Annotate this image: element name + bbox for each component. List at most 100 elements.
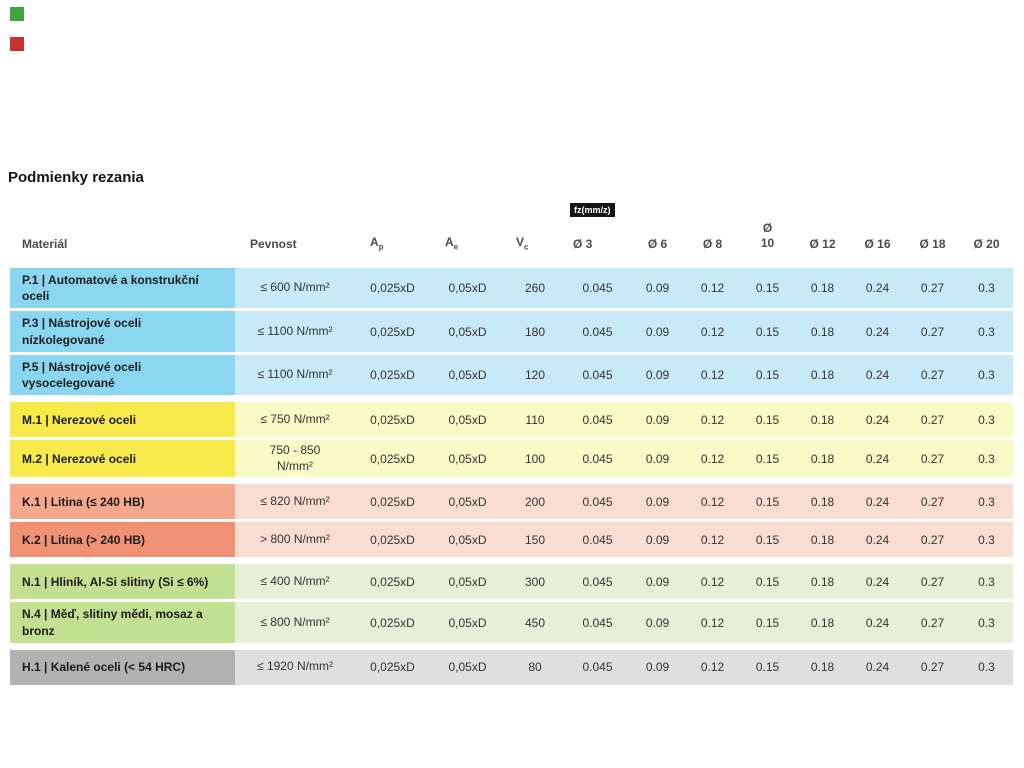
fz-cell: 0.12 (685, 354, 740, 396)
fz-cell: 0.3 (960, 484, 1013, 520)
material-cell: P.5 | Nástrojové oceli vysocelegované (10, 354, 235, 396)
fz-cell: 0.24 (850, 440, 905, 478)
column-header-ap: Ap (355, 199, 430, 265)
column-header-ae: Ae (430, 199, 505, 265)
vc-cell: 260 (505, 268, 565, 309)
fz-cell: 0.27 (905, 522, 960, 558)
table-row: P.3 | Nástrojové oceli nízkolegované ≤ 1… (10, 311, 1013, 352)
group-spacer (10, 480, 1013, 481)
column-header-d10: Ø 10 (740, 199, 795, 265)
subscript: p (378, 242, 384, 251)
material-cell: K.1 | Litina (≤ 240 HB) (10, 484, 235, 520)
fz-cell: 0.18 (795, 564, 850, 600)
column-header-d3: fz(mm/z) Ø 3 (565, 199, 630, 265)
table-row: P.1 | Automatové a konstrukční oceli ≤ 6… (10, 268, 1013, 309)
fz-cell: 0.045 (565, 311, 630, 352)
fz-cell: 0.18 (795, 354, 850, 396)
column-header-pevnost: Pevnost (235, 199, 355, 265)
fz-cell: 0.12 (685, 311, 740, 352)
fz-cell: 0.24 (850, 354, 905, 396)
fz-cell: 0.3 (960, 602, 1013, 643)
pevnost-cell: > 800 N/mm² (235, 522, 355, 558)
fz-cell: 0.09 (630, 311, 685, 352)
ap-cell: 0,025xD (355, 402, 430, 438)
fz-cell: 0.15 (740, 311, 795, 352)
fz-cell: 0.15 (740, 564, 795, 600)
vc-cell: 80 (505, 649, 565, 685)
material-cell: M.1 | Nerezové oceli (10, 402, 235, 438)
pevnost-cell: ≤ 600 N/mm² (235, 268, 355, 309)
fz-cell: 0.12 (685, 484, 740, 520)
ae-cell: 0,05xD (430, 564, 505, 600)
pevnost-cell: ≤ 800 N/mm² (235, 602, 355, 643)
fz-cell: 0.09 (630, 440, 685, 478)
ap-cell: 0,025xD (355, 268, 430, 309)
pevnost-cell: ≤ 820 N/mm² (235, 484, 355, 520)
fz-cell: 0.3 (960, 402, 1013, 438)
fz-cell: 0.18 (795, 402, 850, 438)
ap-cell: 0,025xD (355, 522, 430, 558)
fz-cell: 0.15 (740, 602, 795, 643)
fz-cell: 0.27 (905, 402, 960, 438)
fz-cell: 0.12 (685, 268, 740, 309)
material-cell: M.2 | Nerezové oceli (10, 440, 235, 478)
fz-cell: 0.12 (685, 522, 740, 558)
ap-cell: 0,025xD (355, 354, 430, 396)
material-cell: N.4 | Měď, slitiny mědi, mosaz a bronz (10, 602, 235, 643)
fz-cell: 0.09 (630, 564, 685, 600)
fz-cell: 0.18 (795, 522, 850, 558)
fz-cell: 0.045 (565, 354, 630, 396)
ae-cell: 0,05xD (430, 440, 505, 478)
column-header-d20: Ø 20 (960, 199, 1013, 265)
fz-unit-badge: fz(mm/z) (570, 203, 615, 217)
pevnost-cell: ≤ 400 N/mm² (235, 564, 355, 600)
vc-cell: 100 (505, 440, 565, 478)
ap-cell: 0,025xD (355, 440, 430, 478)
ae-cell: 0,05xD (430, 402, 505, 438)
table-row: K.2 | Litina (> 240 HB) > 800 N/mm² 0,02… (10, 522, 1013, 558)
fz-cell: 0.27 (905, 311, 960, 352)
material-cell: P.1 | Automatové a konstrukční oceli (10, 268, 235, 309)
vc-cell: 180 (505, 311, 565, 352)
fz-cell: 0.24 (850, 649, 905, 685)
fz-cell: 0.12 (685, 649, 740, 685)
fz-cell: 0.15 (740, 354, 795, 396)
fz-cell: 0.12 (685, 402, 740, 438)
pevnost-cell: ≤ 750 N/mm² (235, 402, 355, 438)
material-cell: N.1 | Hliník, Al-Si slitiny (Si ≤ 6%) (10, 564, 235, 600)
ae-cell: 0,05xD (430, 311, 505, 352)
subscript: c (524, 242, 529, 251)
fz-cell: 0.18 (795, 602, 850, 643)
ap-cell: 0,025xD (355, 649, 430, 685)
fz-cell: 0.045 (565, 564, 630, 600)
subscript: e (453, 242, 459, 251)
material-cell: P.3 | Nástrojové oceli nízkolegované (10, 311, 235, 352)
fz-cell: 0.24 (850, 564, 905, 600)
group-spacer (10, 646, 1013, 647)
fz-cell: 0.09 (630, 402, 685, 438)
fz-cell: 0.12 (685, 602, 740, 643)
fz-cell: 0.3 (960, 649, 1013, 685)
fz-cell: 0.27 (905, 268, 960, 309)
ap-cell: 0,025xD (355, 564, 430, 600)
ae-cell: 0,05xD (430, 522, 505, 558)
column-header-d16: Ø 16 (850, 199, 905, 265)
ap-cell: 0,025xD (355, 484, 430, 520)
vc-cell: 200 (505, 484, 565, 520)
ap-cell: 0,025xD (355, 311, 430, 352)
cutting-conditions-table: Materiál Pevnost Ap Ae Vc fz(mm/z) Ø 3 Ø … (10, 196, 1013, 688)
material-cell: H.1 | Kalené oceli (< 54 HRC) (10, 649, 235, 685)
column-header-d6: Ø 6 (630, 199, 685, 265)
column-header-material: Materiál (10, 199, 235, 265)
vc-cell: 300 (505, 564, 565, 600)
fz-cell: 0.09 (630, 602, 685, 643)
fz-cell: 0.27 (905, 484, 960, 520)
fz-cell: 0.27 (905, 564, 960, 600)
fz-cell: 0.3 (960, 268, 1013, 309)
fz-cell: 0.045 (565, 602, 630, 643)
vc-cell: 150 (505, 522, 565, 558)
fz-cell: 0.24 (850, 311, 905, 352)
pevnost-cell: ≤ 1920 N/mm² (235, 649, 355, 685)
table-header-row: Materiál Pevnost Ap Ae Vc fz(mm/z) Ø 3 Ø … (10, 199, 1013, 265)
fz-cell: 0.045 (565, 402, 630, 438)
